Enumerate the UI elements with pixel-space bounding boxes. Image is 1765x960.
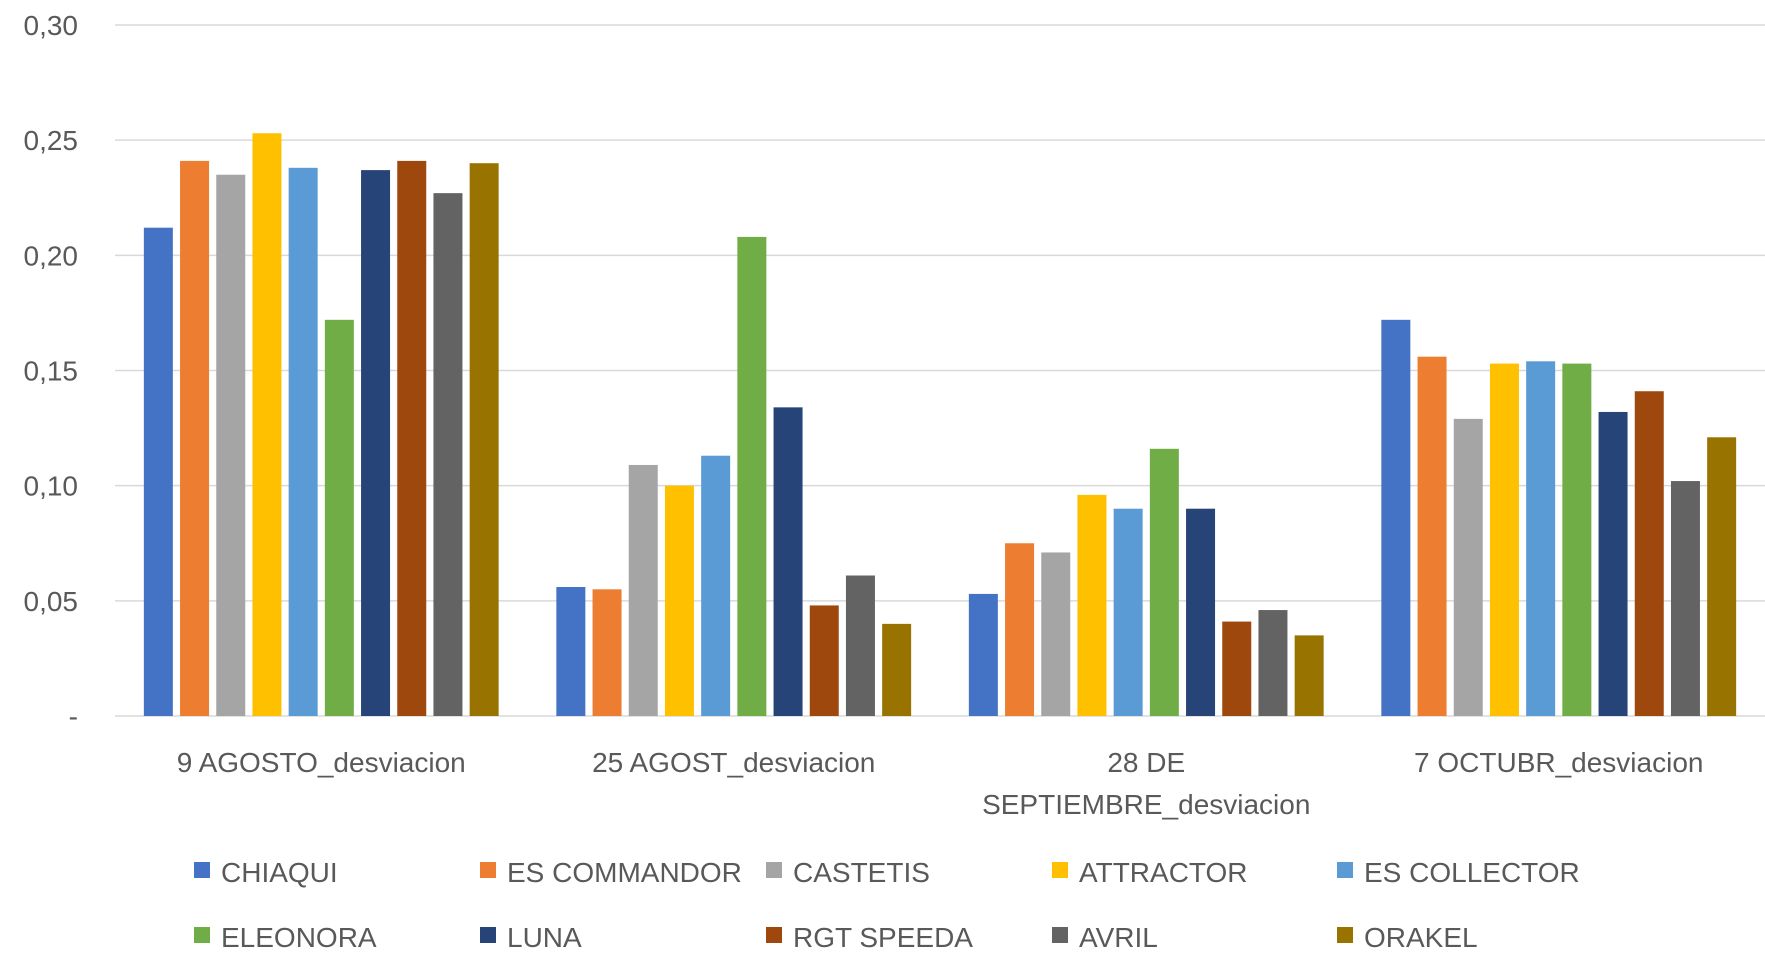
bar [1186,508,1216,716]
bar [664,485,694,716]
bar [1526,361,1556,716]
bar [882,623,912,716]
x-axis-categories: 9 AGOSTO_desviacion 25 AGOST_desviacion 28… [177,747,1704,820]
bar [324,319,354,716]
bar [701,455,731,716]
legend-swatch [1052,862,1068,878]
bar [433,193,463,717]
bar [968,593,998,716]
bar [1417,356,1447,716]
legend-swatch [480,927,496,943]
legend-label: LUNA [507,922,582,953]
bar [288,167,318,717]
bar [737,236,767,716]
bar [180,160,210,716]
bar [773,407,803,716]
bar [361,170,391,717]
bar [1077,494,1107,716]
legend-label: ES COLLECTOR [1364,857,1580,888]
bar [252,133,282,717]
x-category-label: 9 AGOSTO_desviacion [177,747,466,778]
x-category-label: 25 AGOST_desviacion [592,747,875,778]
bar [143,227,173,716]
bar [1222,621,1252,716]
legend-swatch [1052,927,1068,943]
y-tick-label: - [69,701,78,732]
y-tick-label: 0,30 [24,10,79,41]
legend-label: RGT SPEEDA [793,922,973,953]
bar [1562,363,1592,716]
bar [592,589,622,716]
y-tick-label: 0,15 [24,356,79,387]
legend-swatch [766,862,782,878]
bar [469,163,499,716]
legend-swatch [1337,862,1353,878]
legend-label: ELEONORA [221,922,377,953]
bar [1489,363,1519,716]
y-axis-ticks: - 0,05 0,10 0,15 0,20 0,25 0,30 [24,10,79,732]
bar [809,605,839,716]
legend-swatch [766,927,782,943]
legend-swatch [194,927,210,943]
x-category-label: SEPTIEMBRE_desviacion [982,789,1310,820]
bar [1634,391,1664,716]
bar [1005,543,1035,716]
x-category-label: 28 DE [1107,747,1185,778]
bar [1041,552,1071,716]
bar [397,160,427,716]
bar [1707,437,1737,716]
y-tick-label: 0,20 [24,240,79,271]
bar [845,575,875,716]
bar [216,174,246,716]
legend-label: ORAKEL [1364,922,1478,953]
y-tick-label: 0,25 [24,125,79,156]
bar [1670,481,1700,716]
legend-swatch [1337,927,1353,943]
legend-label: AVRIL [1079,922,1158,953]
legend: CHIAQUI ES COMMANDOR CASTETIS ATTRACTOR ES C… [194,857,1580,953]
bar [1258,610,1288,716]
bar [1453,418,1483,716]
legend-label: ATTRACTOR [1079,857,1248,888]
y-tick-label: 0,05 [24,586,79,617]
bar [556,587,586,716]
y-tick-label: 0,10 [24,471,79,502]
bar [1598,411,1628,716]
bar [1381,319,1411,716]
legend-label: CHIAQUI [221,857,338,888]
bar [628,464,658,716]
legend-swatch [480,862,496,878]
bar [1294,635,1324,716]
legend-label: ES COMMANDOR [507,857,742,888]
legend-swatch [194,862,210,878]
bar [1149,448,1179,716]
bars [143,133,1737,717]
legend-label: CASTETIS [793,857,930,888]
x-category-label: 7 OCTUBR_desviacion [1414,747,1703,778]
bar [1113,508,1143,716]
